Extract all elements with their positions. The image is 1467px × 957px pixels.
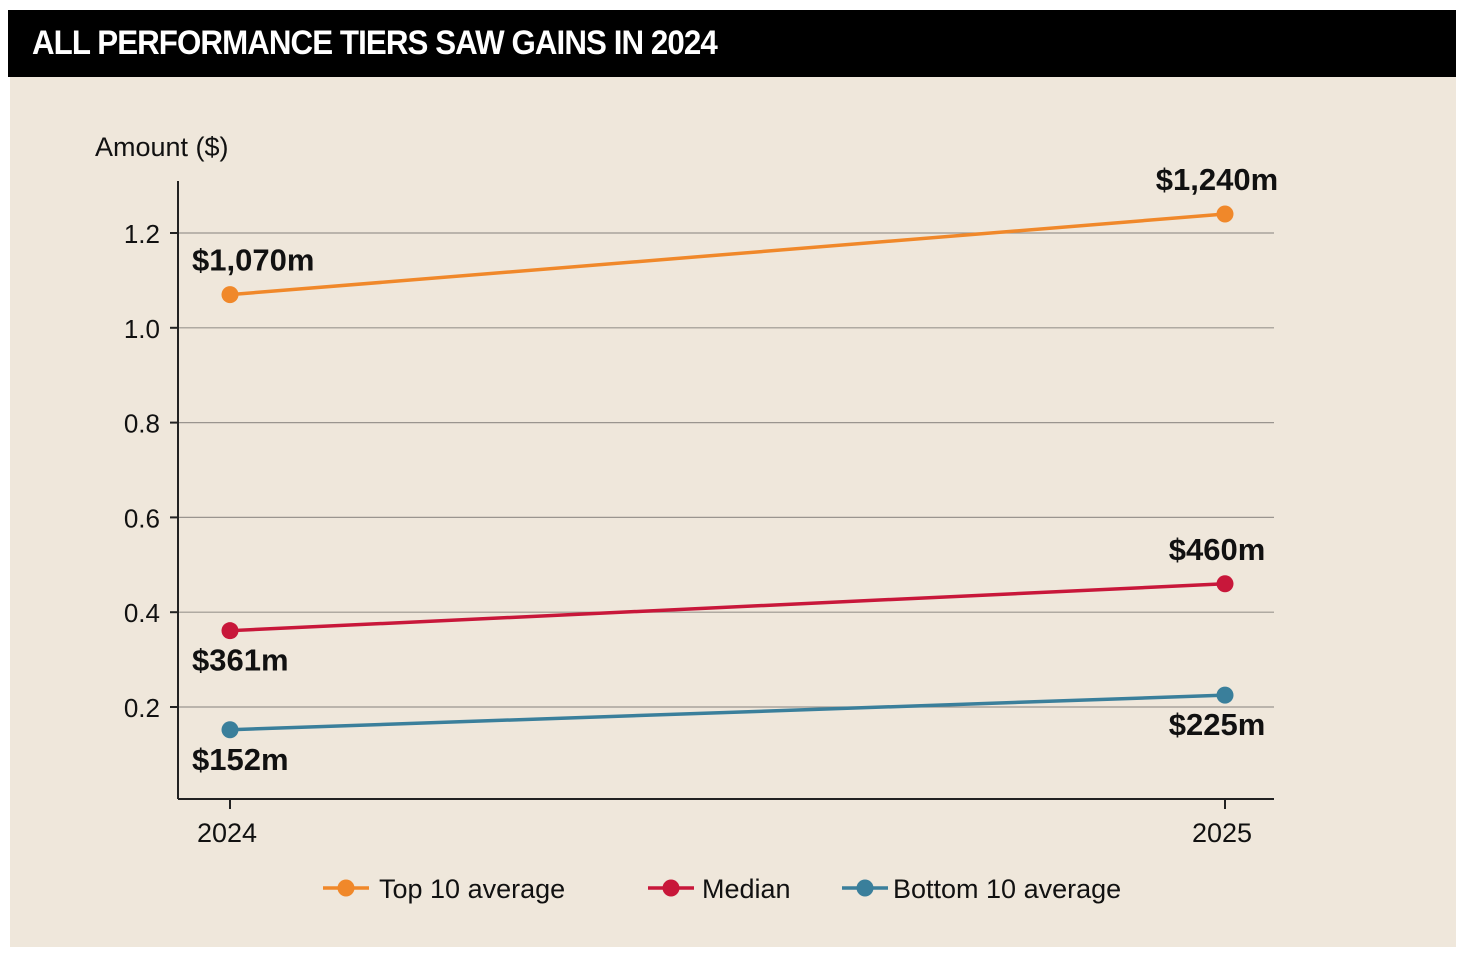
chart-panel: 0.2 0.4 0.6 0.8 1.0 1.2 Amount ($) 2024 2025 $1,0… [10,77,1456,947]
data-point [221,721,239,739]
legend-swatch-marker [662,879,680,897]
series-line [229,693,1226,732]
y-tick-label: 1.0 [124,314,160,344]
data-label: $152m [192,742,289,777]
data-label: $225m [1169,707,1266,742]
data-point [221,622,239,640]
y-axis-label: Amount ($) [95,132,229,162]
line-chart: 0.2 0.4 0.6 0.8 1.0 1.2 Amount ($) 2024 2025 $1,0… [95,132,1278,904]
data-label: $1,070m [192,243,314,278]
series-line [229,582,1226,633]
x-tick-label: 2025 [1192,818,1252,848]
legend-label: Median [702,874,791,904]
legend-swatch-marker [337,879,355,897]
legend-label: Top 10 average [379,874,565,904]
y-tick-label: 0.4 [124,598,160,628]
legend-swatch-marker [856,879,874,897]
data-point [1216,205,1234,223]
x-tick-label: 2024 [197,818,257,848]
y-tick-label: 1.2 [124,219,160,249]
legend-label: Bottom 10 average [893,874,1121,904]
data-label: $460m [1169,532,1266,567]
data-label: $1,240m [1156,162,1278,197]
chart-title: ALL PERFORMANCE TIERS SAW GAINS IN 2024 [32,24,718,62]
series-line [229,212,1226,297]
data-label: $361m [192,643,289,678]
data-point [1216,686,1234,704]
y-tick-label: 0.2 [124,693,160,723]
y-tick-label: 0.6 [124,503,160,533]
data-point [1216,575,1234,593]
data-point [221,286,239,304]
y-tick-label: 0.8 [124,409,160,439]
title-banner: ALL PERFORMANCE TIERS SAW GAINS IN 2024 [8,10,1456,77]
